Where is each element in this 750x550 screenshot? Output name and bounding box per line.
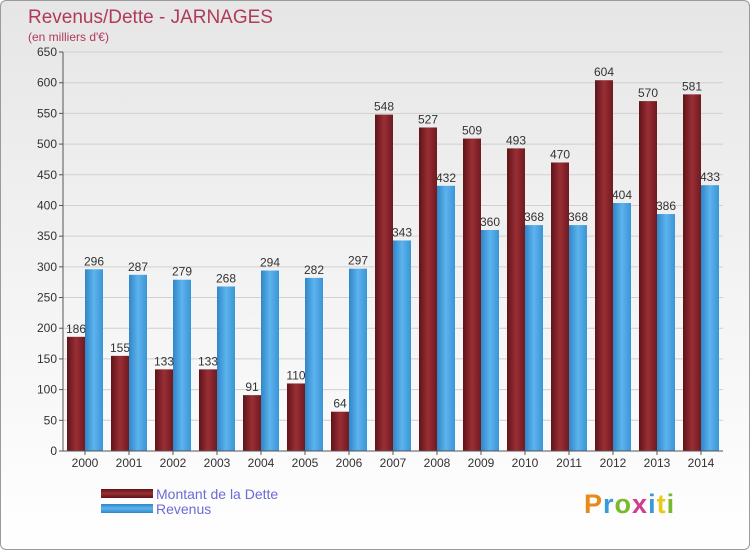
- bar-dette: [683, 94, 701, 452]
- bar-dette: [331, 411, 349, 451]
- data-label: 570: [638, 86, 658, 100]
- data-label: 404: [612, 188, 632, 202]
- x-tick-label: 2013: [644, 456, 671, 470]
- data-label: 368: [568, 210, 588, 224]
- bar-revenus: [613, 203, 631, 451]
- x-tick-label: 2002: [160, 456, 187, 470]
- bar-revenus: [701, 185, 719, 451]
- bar-revenus: [437, 185, 455, 451]
- bar-revenus: [305, 277, 323, 451]
- data-label: 133: [198, 354, 218, 368]
- x-tick-label: 2006: [336, 456, 363, 470]
- bar-dette: [199, 369, 217, 451]
- data-label: 133: [154, 354, 174, 368]
- data-label: 279: [172, 265, 192, 279]
- bar-revenus: [85, 269, 103, 451]
- x-tick-label: 2008: [424, 456, 451, 470]
- x-tick-label: 2009: [468, 456, 495, 470]
- bar-dette: [551, 162, 569, 451]
- data-label: 91: [245, 380, 259, 394]
- x-tick-label: 2007: [380, 456, 407, 470]
- bar-dette: [463, 138, 481, 451]
- data-label: 110: [286, 368, 305, 382]
- data-label: 509: [462, 124, 482, 138]
- y-tick-label: 500: [37, 137, 57, 151]
- bar-dette: [375, 114, 393, 451]
- bar-revenus: [569, 225, 587, 451]
- x-tick-label: 2011: [556, 456, 582, 470]
- x-tick-label: 2005: [292, 456, 319, 470]
- data-label: 297: [348, 254, 368, 268]
- data-label: 386: [656, 199, 676, 213]
- y-tick-label: 100: [37, 383, 57, 397]
- y-tick-label: 250: [37, 291, 57, 305]
- data-label: 368: [524, 210, 544, 224]
- data-label: 294: [260, 256, 280, 270]
- bar-dette: [419, 127, 437, 451]
- legend-swatch-dette: [101, 489, 153, 498]
- bar-dette: [67, 336, 85, 451]
- data-label: 432: [436, 171, 456, 185]
- legend-swatch-revenus: [101, 504, 153, 513]
- bar-dette: [111, 355, 129, 451]
- bar-dette: [287, 383, 305, 451]
- bar-revenus: [349, 268, 367, 451]
- data-label: 581: [682, 79, 702, 93]
- y-tick-label: 400: [37, 198, 57, 212]
- data-label: 343: [392, 225, 412, 239]
- data-label: 433: [700, 170, 720, 184]
- legend-label-dette: Montant de la Dette: [156, 486, 279, 502]
- bar-revenus: [261, 270, 279, 451]
- bar-revenus: [481, 230, 499, 451]
- data-label: 493: [506, 133, 526, 147]
- y-tick-label: 50: [44, 413, 58, 427]
- y-tick-label: 0: [50, 444, 57, 458]
- y-tick-label: 300: [37, 260, 57, 274]
- y-tick-label: 350: [37, 229, 57, 243]
- x-tick-label: 2014: [688, 456, 715, 470]
- bar-revenus: [525, 225, 543, 451]
- proxiti-logo: Proxiti: [584, 489, 676, 519]
- data-label: 360: [480, 215, 500, 229]
- y-tick-label: 550: [37, 106, 57, 120]
- data-label: 296: [84, 254, 104, 268]
- x-tick-label: 2004: [248, 456, 275, 470]
- y-tick-label: 450: [37, 168, 57, 182]
- data-label: 268: [216, 271, 236, 285]
- data-label: 604: [594, 65, 614, 79]
- bar-dette: [595, 80, 613, 451]
- data-label: 64: [333, 397, 347, 411]
- bar-dette: [243, 395, 261, 451]
- x-tick-label: 2010: [512, 456, 539, 470]
- legend-label-revenus: Revenus: [156, 501, 212, 517]
- data-label: 186: [66, 322, 86, 336]
- chart-subtitle: (en milliers d'€): [28, 30, 109, 44]
- bar-revenus: [173, 279, 191, 451]
- x-tick-label: 2012: [600, 456, 627, 470]
- y-tick-label: 200: [37, 321, 57, 335]
- x-tick-label: 2000: [72, 456, 99, 470]
- x-tick-label: 2003: [204, 456, 231, 470]
- bar-revenus: [129, 274, 147, 451]
- bar-dette: [507, 148, 525, 451]
- bar-revenus: [217, 286, 235, 451]
- bar-dette: [639, 101, 657, 451]
- x-tick-label: 2001: [116, 456, 143, 470]
- y-tick-label: 150: [37, 352, 57, 366]
- bar-revenus: [393, 240, 411, 451]
- data-label: 287: [128, 260, 148, 274]
- bar-revenus: [657, 214, 675, 451]
- y-tick-label: 650: [37, 45, 57, 59]
- data-label: 527: [418, 113, 438, 127]
- chart-title: Revenus/Dette - JARNAGES: [28, 7, 273, 28]
- data-label: 548: [374, 100, 394, 114]
- y-tick-label: 600: [37, 76, 57, 90]
- data-label: 282: [304, 263, 324, 277]
- bar-dette: [155, 369, 173, 451]
- data-label: 155: [110, 341, 130, 355]
- data-label: 470: [550, 147, 570, 161]
